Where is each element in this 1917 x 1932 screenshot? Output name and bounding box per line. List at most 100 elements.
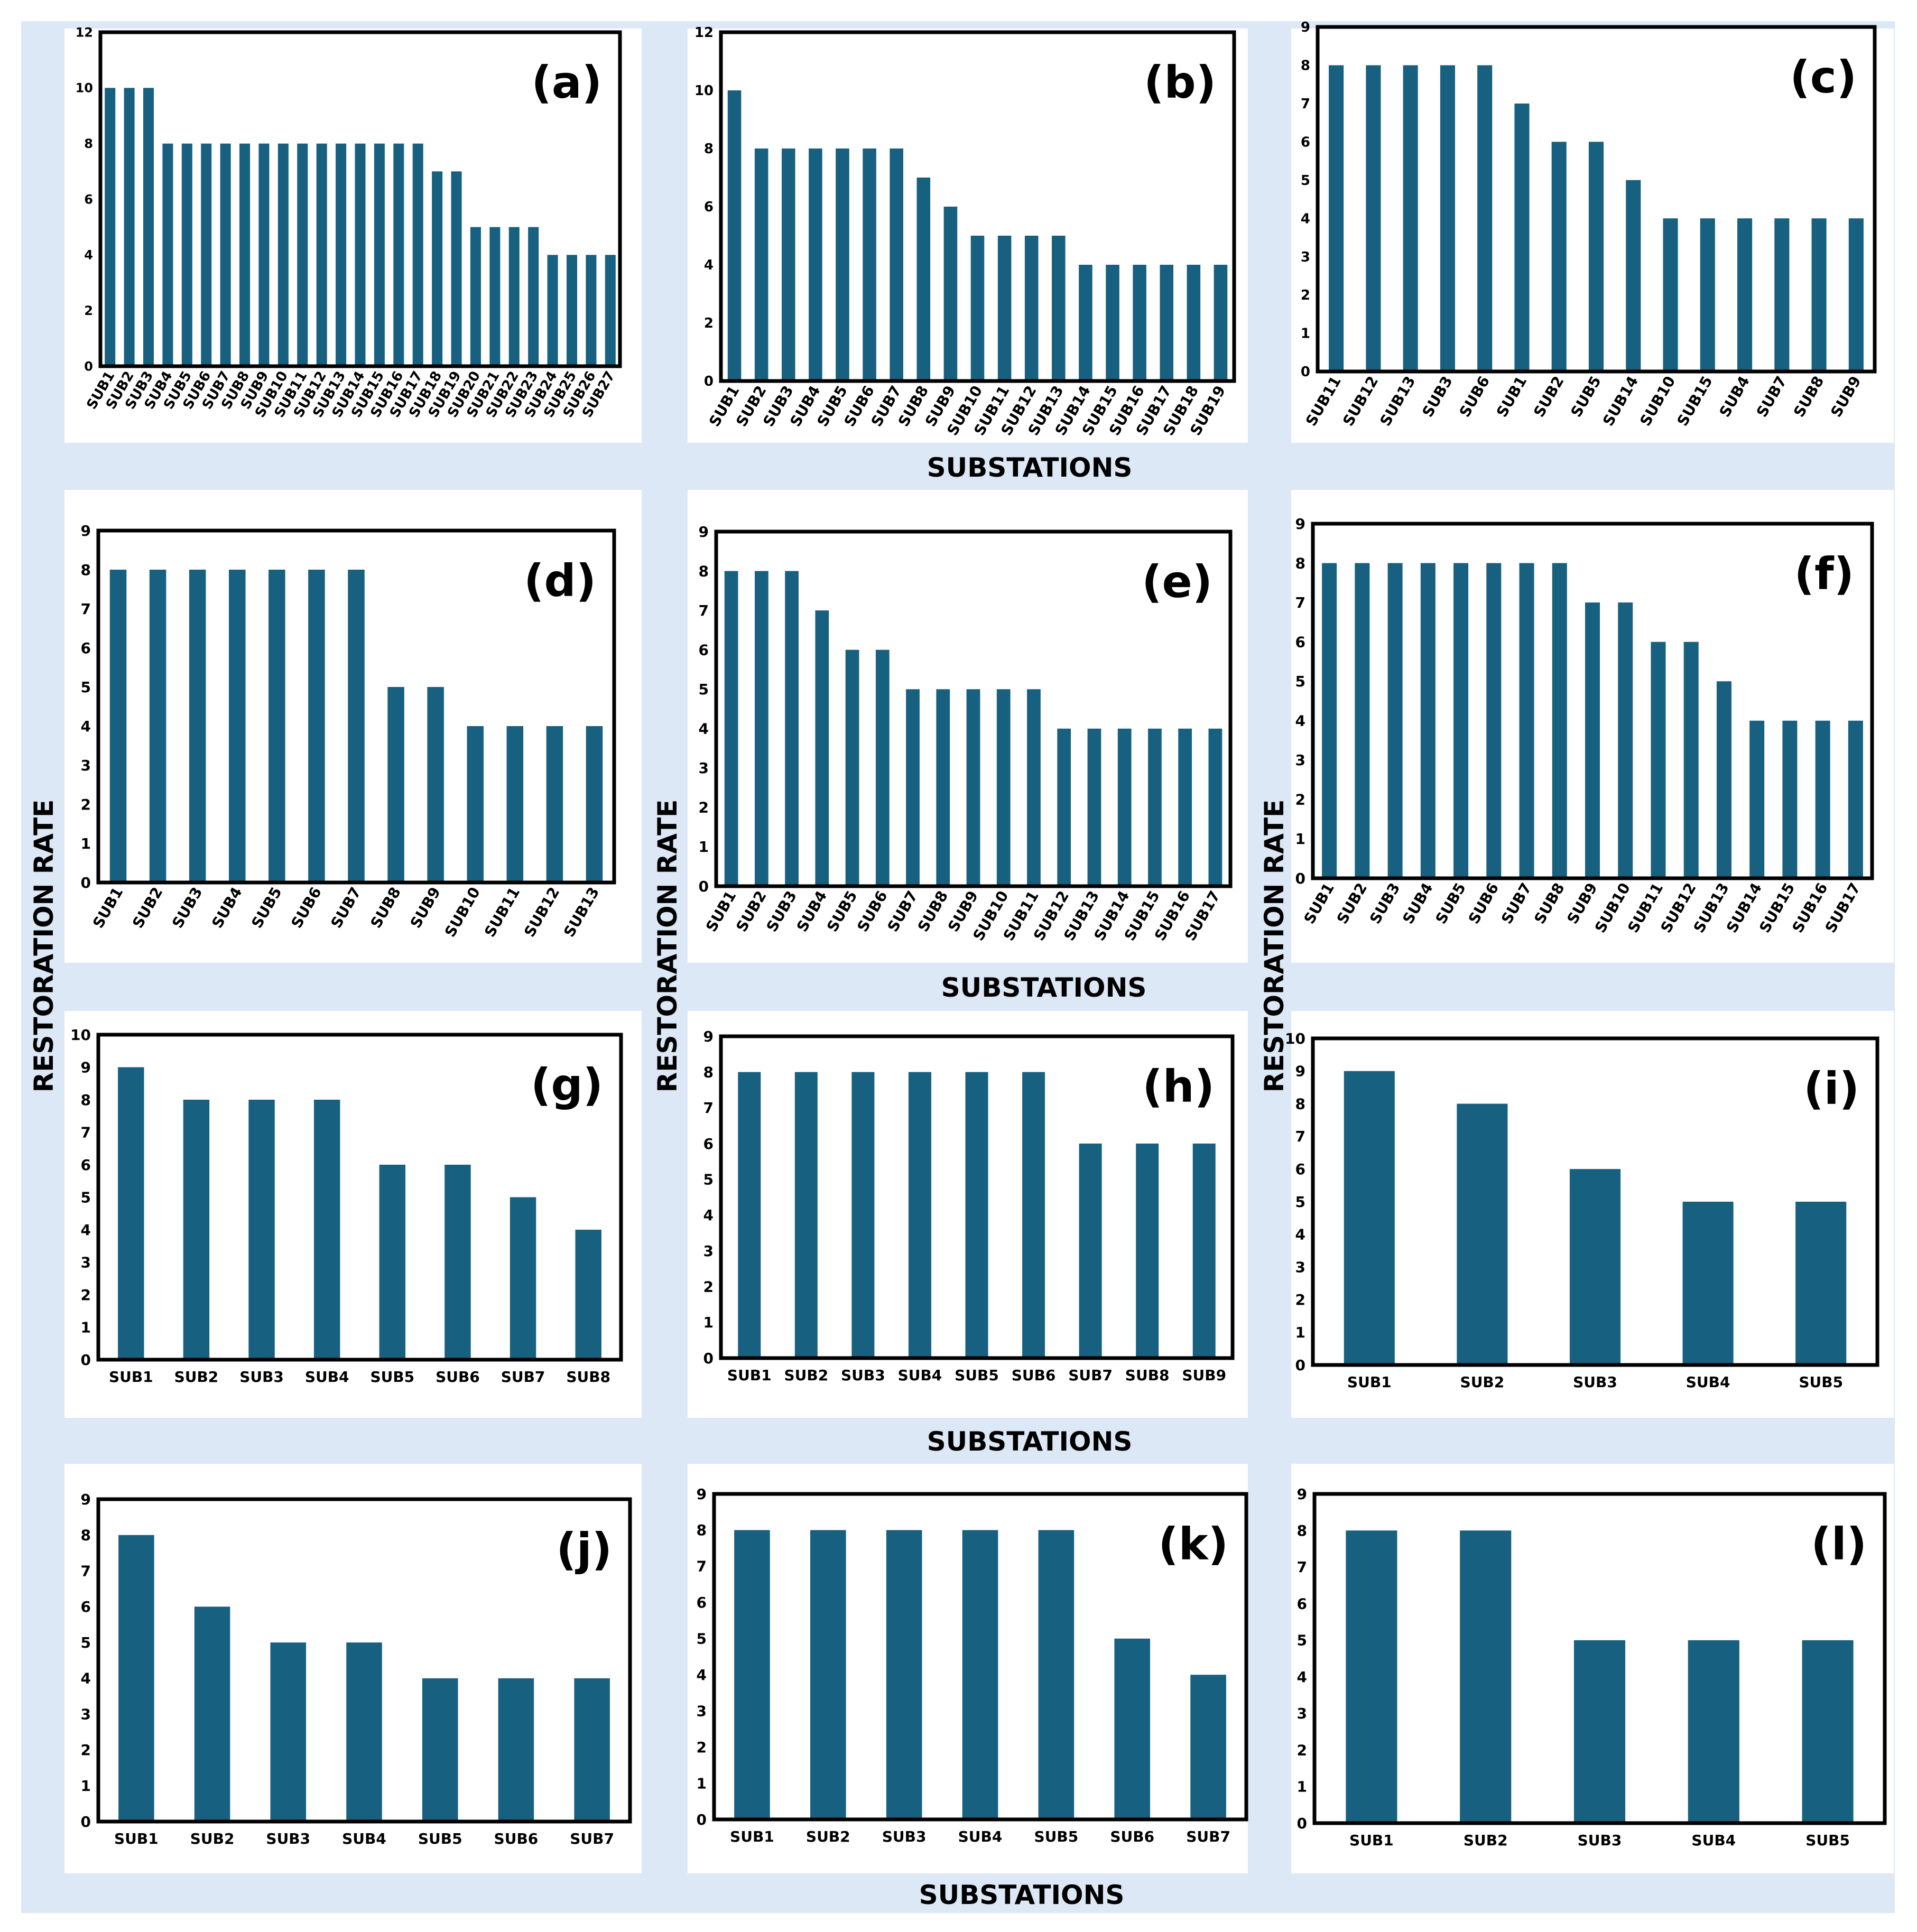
bar-sub5 — [1802, 1640, 1854, 1823]
x-tick-label: SUB4 — [1691, 1832, 1736, 1849]
y-tick-label: 2 — [81, 1741, 91, 1759]
panel-background — [688, 29, 1248, 443]
bar-sub18 — [432, 171, 443, 366]
y-tick-label: 9 — [1297, 1485, 1307, 1503]
panel-label: (g) — [531, 1059, 603, 1111]
x-tick-label: SUB2 — [1464, 1832, 1508, 1849]
y-tick-label: 7 — [1295, 594, 1305, 611]
y-tick-label: 5 — [697, 1630, 707, 1648]
y-tick-label: 2 — [81, 1286, 91, 1304]
bar-sub11 — [997, 236, 1012, 381]
bar-sub15 — [1148, 728, 1162, 886]
y-tick-label: 6 — [703, 1135, 714, 1153]
y-axis-title-col1: RESTORATION RATE — [29, 800, 59, 1093]
panel-label: (l) — [1811, 1518, 1867, 1570]
panel-label: (d) — [524, 555, 596, 607]
y-tick-label: 4 — [1295, 1226, 1305, 1243]
y-tick-label: 7 — [1297, 1558, 1307, 1576]
y-tick-label: 5 — [699, 681, 709, 698]
plot-frame — [96, 1033, 623, 1362]
bar-sub13 — [1716, 681, 1731, 878]
x-tick-label: SUB1 — [727, 1367, 772, 1384]
y-tick-label: 3 — [81, 1253, 91, 1271]
bar-sub5 — [1038, 1530, 1075, 1819]
bar-sub4 — [962, 1530, 998, 1819]
x-tick-label: SUB7 — [1186, 1828, 1230, 1845]
y-tick-label: 5 — [703, 1171, 714, 1188]
x-tick-label: SUB5 — [1034, 1828, 1078, 1845]
bar-sub5 — [1588, 142, 1604, 371]
y-tick-label: 4 — [697, 1666, 707, 1684]
y-tick-label: 8 — [81, 561, 91, 579]
y-tick-label: 6 — [84, 192, 93, 207]
bar-sub17 — [1208, 728, 1223, 886]
bar-sub15 — [1106, 265, 1119, 381]
bar-sub1 — [118, 1535, 154, 1822]
y-tick-label: 7 — [1295, 1128, 1305, 1145]
y-tick-label: 2 — [1295, 791, 1305, 809]
y-tick-label: 10 — [1285, 1030, 1305, 1047]
x-tick-label: SUB1 — [1349, 1832, 1394, 1849]
x-axis-title-row4: SUBSTATIONS — [919, 1880, 1125, 1910]
x-tick-label: SUB6 — [494, 1830, 539, 1847]
y-tick-label: 3 — [1301, 249, 1310, 265]
bar-sub14 — [1749, 720, 1765, 878]
bar-sub19 — [451, 171, 462, 366]
bar-sub7 — [906, 689, 920, 886]
bar-sub2 — [810, 1530, 846, 1819]
bar-sub9 — [1848, 218, 1864, 371]
y-tick-label: 9 — [699, 523, 709, 541]
plot-frame — [1316, 25, 1877, 374]
y-tick-label: 8 — [1301, 58, 1310, 74]
y-tick-label: 3 — [81, 1705, 91, 1723]
bar-sub7 — [510, 1197, 536, 1360]
x-tick-label: SUB8 — [566, 1368, 610, 1386]
y-tick-label: 6 — [704, 199, 714, 215]
bar-sub3 — [1573, 1640, 1626, 1823]
y-tick-label: 2 — [1297, 1741, 1307, 1759]
bar-sub4 — [1688, 1640, 1739, 1823]
bar-sub6 — [875, 649, 890, 886]
bar-sub2 — [754, 148, 768, 381]
bar-sub5 — [845, 649, 859, 886]
bar-sub3 — [1387, 563, 1403, 878]
y-tick-label: 1 — [1297, 1778, 1307, 1796]
bar-sub25 — [566, 255, 577, 366]
bar-sub5 — [268, 570, 285, 883]
y-tick-label: 9 — [703, 1028, 714, 1045]
y-tick-label: 2 — [703, 1278, 714, 1295]
y-tick-label: 0 — [1301, 364, 1310, 380]
bar-sub1 — [734, 1530, 770, 1819]
bar-sub10 — [277, 143, 289, 366]
y-tick-label: 8 — [1295, 554, 1305, 572]
x-tick-label: SUB6 — [436, 1368, 480, 1386]
bar-sub10 — [467, 726, 484, 883]
y-tick-label: 4 — [81, 1670, 91, 1687]
y-tick-label: 0 — [84, 359, 93, 374]
bar-sub2 — [183, 1100, 210, 1360]
y-tick-label: 0 — [1297, 1815, 1307, 1832]
bar-sub8 — [239, 143, 251, 366]
bar-sub1 — [1322, 563, 1337, 878]
y-tick-label: 7 — [703, 1099, 714, 1117]
bar-sub3 — [143, 88, 154, 367]
bar-sub2 — [194, 1606, 230, 1822]
bar-sub8 — [575, 1230, 601, 1360]
bar-sub16 — [1178, 728, 1192, 886]
bar-sub4 — [1420, 563, 1436, 878]
bar-sub11 — [1329, 65, 1344, 371]
bar-sub5 — [836, 148, 849, 381]
bar-sub2 — [754, 571, 768, 886]
bar-sub21 — [489, 227, 501, 366]
y-tick-label: 2 — [81, 796, 91, 813]
chart-panel-g: 0 1 2 3 4 5 6 7 8 9 10 SUB1 SUB2 SUB3 SUB4 SUB5 SUB6 SUB7… — [64, 1011, 642, 1418]
x-tick-label: SUB1 — [114, 1830, 159, 1847]
y-tick-label: 10 — [76, 81, 93, 96]
bar-sub4 — [346, 1642, 382, 1822]
y-tick-label: 0 — [81, 1813, 91, 1831]
bar-sub4 — [313, 1100, 340, 1360]
y-tick-label: 9 — [1295, 1063, 1305, 1080]
bar-sub5 — [965, 1072, 988, 1358]
x-tick-label: SUB8 — [1125, 1367, 1170, 1384]
y-tick-label: 1 — [1295, 830, 1305, 848]
